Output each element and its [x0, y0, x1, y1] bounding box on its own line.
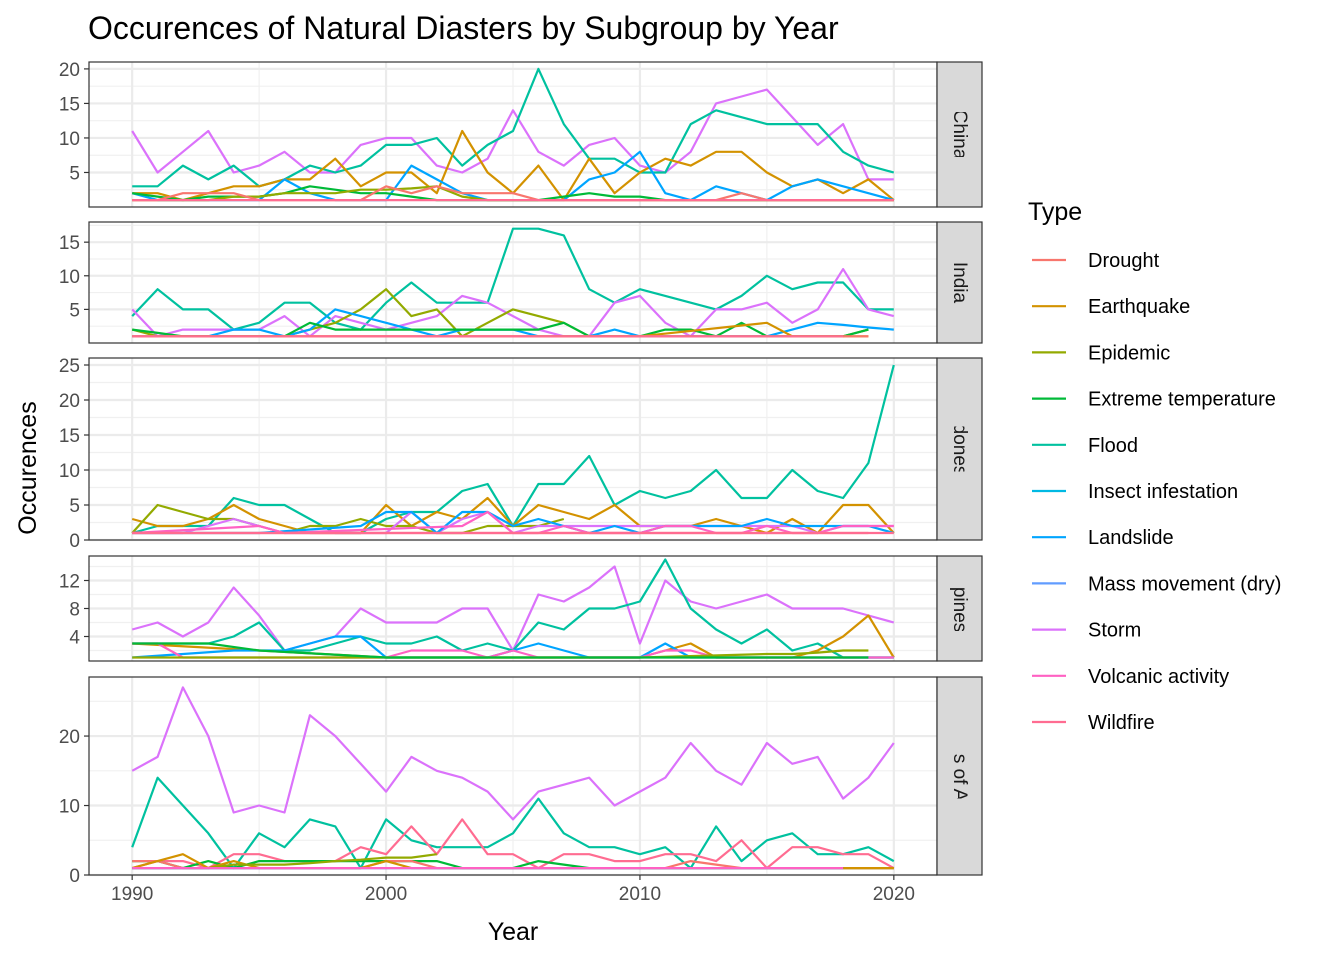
legend-label: Insect infestation: [1088, 481, 1238, 503]
series-line-flood: [131, 776, 895, 870]
series-group: [131, 558, 895, 659]
strip-label: United States of America (the): [949, 649, 970, 902]
y-tick-label: 25: [59, 356, 80, 377]
legend-item-insect-infestation: Insect infestation: [1032, 481, 1238, 503]
strip-background: [936, 221, 983, 344]
legend: Type Drought Earthquake Epidemic Extreme tem…: [1028, 198, 1281, 734]
x-tick-label: 2000: [365, 884, 407, 905]
y-tick-label: 5: [69, 300, 80, 321]
x-tick-label: 2020: [873, 884, 915, 905]
y-tick-label: 20: [59, 727, 80, 748]
legend-item-earthquake: Earthquake: [1032, 296, 1190, 318]
strip-label: Philippines (the): [949, 540, 970, 676]
y-tick-label: 20: [59, 391, 80, 412]
series-line-flood: [131, 227, 894, 331]
series-group: [131, 364, 895, 535]
y-tick-label: 0: [69, 866, 80, 887]
legend-item-wildfire: Wildfire: [1032, 712, 1155, 734]
y-tick-label: 20: [59, 60, 80, 81]
y-tick-label: 8: [69, 600, 80, 621]
legend-label: Epidemic: [1088, 342, 1170, 364]
y-tick-label: 15: [59, 94, 80, 115]
legend-label: Flood: [1088, 435, 1138, 457]
facet-strip: United States of America (the): [936, 649, 983, 902]
legend-label: Mass movement (dry): [1088, 573, 1281, 595]
y-tick-label: 12: [59, 572, 80, 593]
legend-title: Type: [1028, 198, 1082, 226]
strip-background: [936, 676, 983, 876]
legend-label: Extreme temperature: [1088, 389, 1276, 411]
y-tick-label: 5: [69, 163, 80, 184]
facet-strip: India: [936, 221, 983, 344]
series-group: [131, 686, 895, 870]
series-line-storm: [131, 686, 895, 821]
y-tick-label: 0: [69, 531, 80, 552]
legend-label: Earthquake: [1088, 296, 1190, 318]
legend-item-extreme-temperature: Extreme temperature: [1032, 389, 1276, 411]
legend-label: Wildfire: [1088, 712, 1155, 734]
strip-background: [936, 555, 983, 662]
series-group: [131, 227, 895, 338]
legend-label: Landslide: [1088, 527, 1174, 549]
legend-item-storm: Storm: [1032, 620, 1141, 642]
series-line-extreme-temperature: [132, 642, 869, 659]
series-line-epidemic: [131, 503, 565, 535]
legend-item-volcanic-activity: Volcanic activity: [1032, 666, 1229, 688]
y-tick-label: 10: [59, 267, 80, 288]
legend-item-landslide: Landslide: [1032, 527, 1174, 549]
strip-label: Indonesia: [949, 408, 970, 491]
series-group: [131, 67, 895, 202]
legend-item-mass-movement-dry: Mass movement (dry): [1032, 573, 1281, 595]
legend-item-epidemic: Epidemic: [1032, 342, 1170, 364]
y-tick-label: 15: [59, 426, 80, 447]
panel-china: 5 10 15 20 China: [59, 60, 983, 208]
chart-title: Occurences of Natural Diasters by Subgro…: [88, 10, 839, 46]
x-axis-title: Year: [488, 918, 539, 946]
legend-item-drought: Drought: [1032, 250, 1160, 272]
strip-background: [936, 61, 983, 208]
panel-indonesia: 0 5 10 15 20 25 Indonesia: [59, 356, 983, 552]
series-line-landslide: [132, 510, 895, 535]
strip-label: China: [949, 110, 970, 160]
y-tick-label: 5: [69, 496, 80, 517]
y-tick-label: 10: [59, 129, 80, 150]
legend-item-flood: Flood: [1032, 435, 1138, 457]
facet-strip: Philippines (the): [936, 540, 983, 676]
series-line-storm: [131, 88, 894, 181]
y-tick-label: 10: [59, 797, 80, 818]
y-axis-title: Occurences: [14, 401, 42, 534]
panel-india: 5 10 15 India: [59, 221, 983, 344]
panel-united-states-of-america-the: 0 10 20 United States of America (the): [59, 649, 983, 902]
y-tick-label: 10: [59, 461, 80, 482]
y-tick-label: 15: [59, 233, 80, 254]
legend-label: Storm: [1088, 620, 1141, 642]
facet-strip: Indonesia: [936, 357, 983, 541]
x-tick-label: 2010: [619, 884, 661, 905]
panel-philippines-the: 4 8 12 Philippines (the): [59, 540, 983, 676]
strip-background: [936, 357, 983, 541]
legend-label: Drought: [1088, 250, 1160, 272]
strip-label: India: [949, 262, 970, 304]
y-tick-label: 4: [69, 628, 80, 649]
legend-label: Volcanic activity: [1088, 666, 1229, 688]
facet-strip: China: [936, 61, 983, 208]
x-tick-label: 1990: [111, 884, 153, 905]
